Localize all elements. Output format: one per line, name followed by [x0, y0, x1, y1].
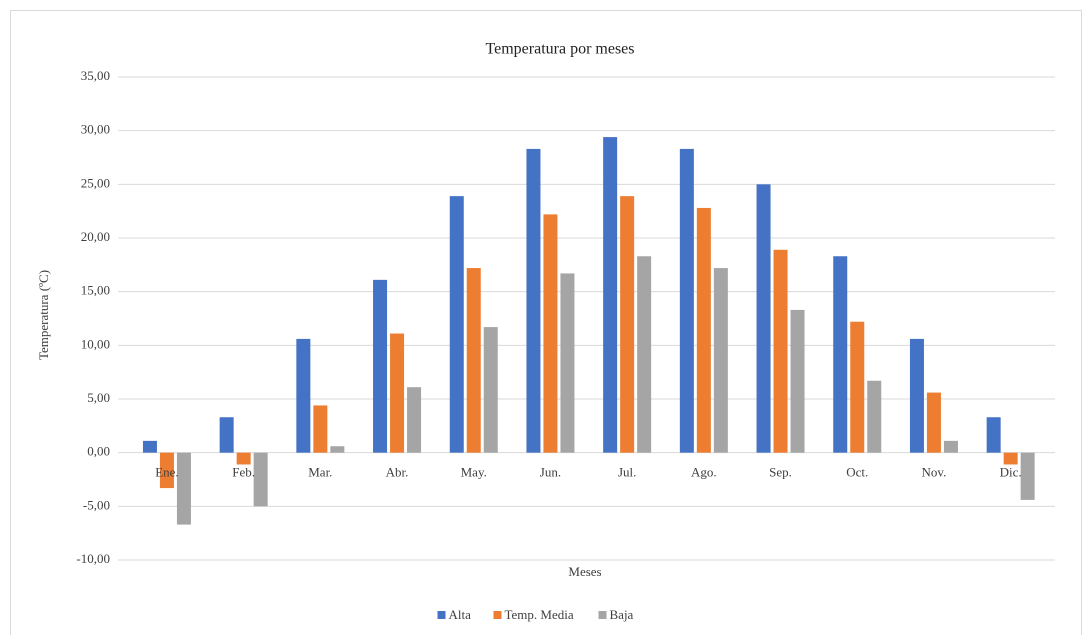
- x-tick-label: Feb.: [232, 465, 255, 480]
- legend-marker: [493, 611, 502, 619]
- y-tick-label: -10,00: [76, 551, 110, 566]
- bar: [390, 333, 405, 453]
- x-tick-label: Abr.: [386, 465, 409, 480]
- bar: [296, 338, 311, 453]
- bar: [679, 148, 694, 453]
- bar: [620, 196, 635, 453]
- bar: [943, 440, 958, 453]
- bar: [253, 452, 268, 507]
- bar: [603, 137, 618, 453]
- bar: [466, 268, 481, 453]
- bar: [526, 148, 541, 453]
- x-tick-label: Oct.: [846, 465, 868, 480]
- bar: [850, 321, 865, 453]
- bar: [449, 196, 464, 453]
- legend-label: Alta: [449, 607, 472, 622]
- bar: [637, 256, 652, 453]
- bar: [373, 279, 388, 453]
- bar: [833, 256, 848, 453]
- bar: [1003, 452, 1018, 465]
- bar: [773, 249, 788, 453]
- bar: [926, 392, 941, 453]
- bar: [713, 268, 728, 453]
- bar: [176, 452, 191, 525]
- bar: [560, 273, 575, 453]
- bar: [909, 338, 924, 453]
- x-tick-label: Mar.: [308, 465, 332, 480]
- bar: [986, 417, 1001, 453]
- x-tick-label: Sep.: [769, 465, 792, 480]
- x-tick-label: Jun.: [540, 465, 561, 480]
- x-tick-label: May.: [461, 465, 487, 480]
- y-tick-label: 20,00: [81, 229, 110, 244]
- bar: [159, 452, 174, 489]
- y-tick-label: -5,00: [83, 497, 110, 512]
- y-tick-label: 5,00: [87, 390, 110, 405]
- y-axis-label: Temperatura (ºC): [36, 270, 51, 360]
- legend-marker: [598, 611, 607, 619]
- bar: [696, 207, 711, 453]
- bar: [330, 446, 345, 453]
- y-tick-label: 0,00: [87, 444, 110, 459]
- bar: [236, 452, 251, 465]
- bar: [543, 214, 558, 453]
- x-tick-label: Dic.: [1000, 465, 1022, 480]
- bar: [313, 405, 328, 453]
- bar: [407, 387, 422, 453]
- x-tick-label: Ene.: [155, 465, 178, 480]
- x-tick-label: Jul.: [618, 465, 636, 480]
- legend-marker: [437, 611, 446, 619]
- bar: [483, 327, 498, 453]
- x-tick-label: Nov.: [922, 465, 947, 480]
- x-axis-label: Meses: [568, 564, 601, 579]
- bar: [1020, 452, 1035, 500]
- legend-label: Baja: [610, 607, 634, 622]
- chart-title: Temperatura por meses: [485, 41, 634, 58]
- bar: [219, 417, 234, 453]
- bar: [867, 380, 882, 453]
- bar: [790, 309, 805, 453]
- y-tick-label: 25,00: [81, 175, 110, 190]
- y-tick-label: 15,00: [81, 283, 110, 298]
- bar: [142, 440, 157, 453]
- x-tick-label: Ago.: [691, 465, 717, 480]
- legend-label: Temp. Media: [505, 607, 574, 622]
- y-tick-label: 35,00: [81, 68, 110, 83]
- y-tick-label: 30,00: [81, 122, 110, 137]
- y-tick-label: 10,00: [81, 336, 110, 351]
- bar: [756, 184, 771, 453]
